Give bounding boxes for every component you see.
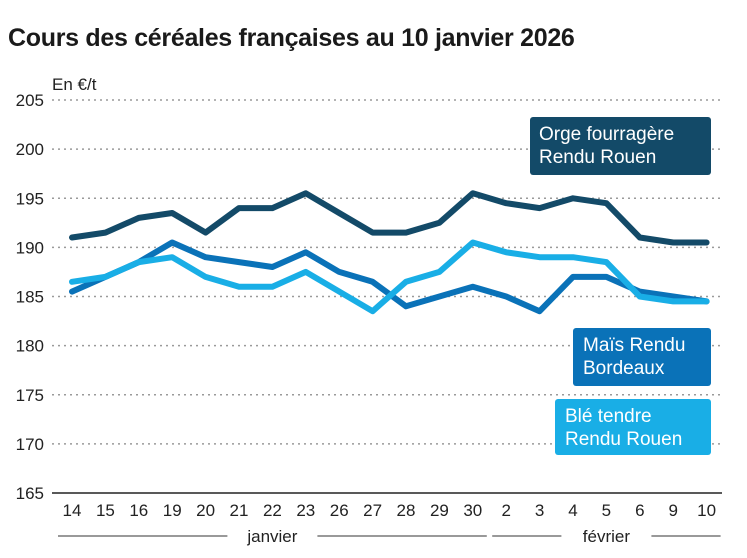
x-tick-label: 14 [63,501,82,520]
y-tick-label: 200 [16,140,44,159]
series-label: Bordeaux [583,358,665,379]
x-tick-label: 6 [635,501,644,520]
series-label: Rendu Rouen [539,147,656,168]
month-label: février [583,527,631,546]
x-tick-label: 26 [330,501,349,520]
x-tick-label: 4 [568,501,577,520]
y-tick-label: 185 [16,288,44,307]
y-tick-label: 180 [16,337,44,356]
y-tick-label: 165 [16,484,44,503]
y-tick-label: 190 [16,238,44,257]
x-tick-label: 19 [163,501,182,520]
series-label: Orge fourragère [539,124,674,145]
series-label-box [530,117,711,175]
x-tick-label: 16 [129,501,148,520]
x-tick-label: 5 [602,501,611,520]
month-label: janvier [246,527,297,546]
x-tick-label: 22 [263,501,282,520]
y-tick-label: 170 [16,435,44,454]
chart-title: Cours des céréales françaises au 10 janv… [8,24,575,52]
x-tick-label: 28 [397,501,416,520]
x-tick-label: 15 [96,501,115,520]
series-line [69,239,710,315]
series-line [69,239,710,315]
y-tick-label: 175 [16,386,44,405]
x-tick-label: 21 [230,501,249,520]
x-tick-label: 20 [196,501,215,520]
series-label-box [555,399,711,455]
x-tick-label: 10 [697,501,716,520]
series-label: Blé tendre [565,406,652,427]
x-tick-label: 3 [535,501,544,520]
y-tick-label: 195 [16,189,44,208]
x-tick-label: 27 [363,501,382,520]
x-tick-label: 9 [668,501,677,520]
series-label: Maïs Rendu [583,335,685,356]
x-tick-label: 2 [501,501,510,520]
y-tick-label: 205 [16,91,44,110]
y-axis-label: En €/t [52,75,97,94]
series-label-box [573,328,711,386]
x-tick-label: 30 [463,501,482,520]
x-tick-label: 23 [296,501,315,520]
x-tick-label: 29 [430,501,449,520]
series-line [69,190,710,246]
series-label: Rendu Rouen [565,429,682,450]
